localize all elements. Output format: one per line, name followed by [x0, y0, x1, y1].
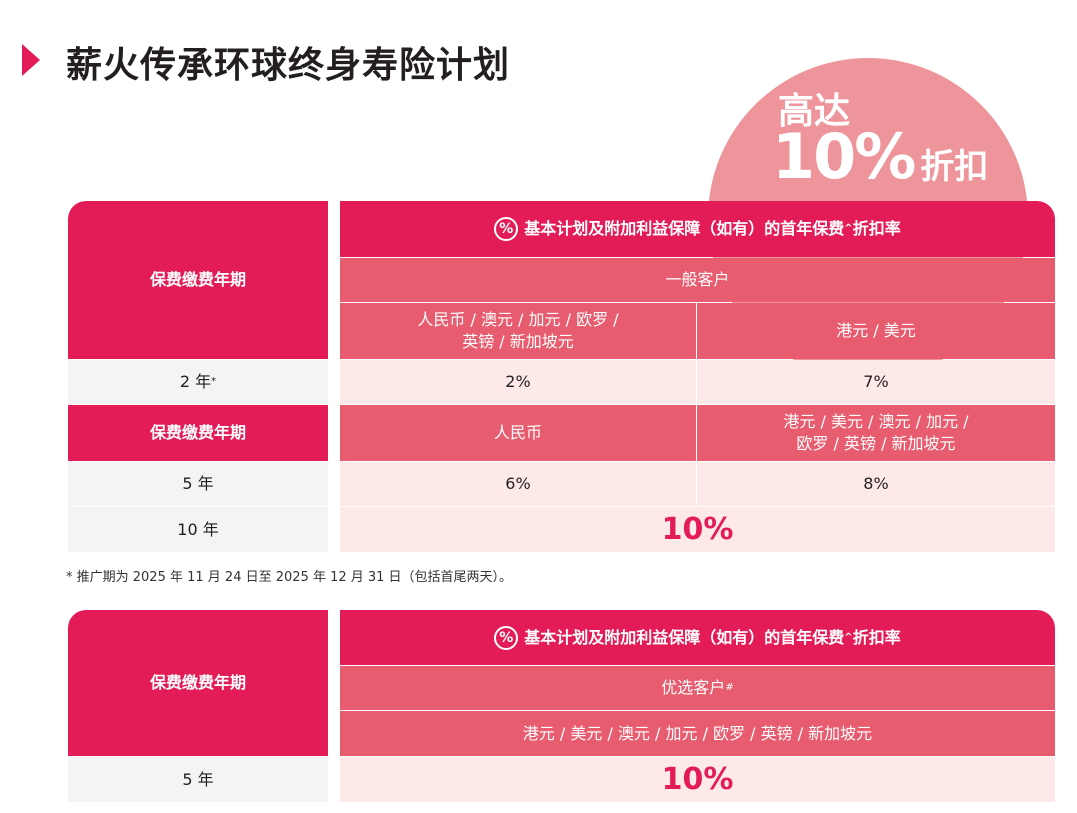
table1-main-header-suffix: 折扣率 [852, 219, 901, 238]
table2-rate-5y: 10% [340, 757, 1055, 802]
table2-customer-type-sup: # [725, 682, 734, 693]
table1-term-5y: 5 年 [68, 462, 328, 506]
table1-main-header-sup: ^ [844, 223, 853, 234]
table1-rate-2y-a: 2% [340, 360, 696, 404]
table1-rate-5y-a: 6% [340, 462, 696, 506]
table1-term-2y-sup: * [211, 376, 217, 387]
table2-rate-5y-value: 10% [661, 761, 734, 797]
percent-icon: % [494, 217, 519, 241]
table2-main-header-sup: ^ [844, 631, 853, 643]
table2-main-header-text: 基本计划及附加利益保障（如有）的首年保费 [524, 627, 845, 647]
table1-term-2y-label: 2 年 [179, 372, 212, 391]
table1-term-10y: 10 年 [68, 507, 328, 552]
table1-main-header: % 基本计划及附加利益保障（如有）的首年保费 ^ 折扣率 [340, 201, 1055, 257]
table2-main-header-suffix: 折扣率 [852, 627, 901, 647]
table1-rate-10y-value: 10% [661, 511, 734, 547]
badge-line2: 10% 折扣 [772, 120, 988, 193]
badge-line1: 高达 [778, 91, 851, 132]
table2-main-header: % 基本计划及附加利益保障（如有）的首年保费 ^ 折扣率 [340, 610, 1055, 665]
table2-customer-type-label: 优选客户 [661, 678, 726, 697]
table1-term-2y: 2 年 * [68, 360, 328, 404]
table2-left-header: 保费缴费年期 [68, 610, 328, 756]
table1-rate-10y: 10% [340, 507, 1055, 552]
table2-term-5y: 5 年 [68, 757, 328, 802]
table1-left-header: 保费缴费年期 [68, 201, 328, 359]
table1-main-header-text: 基本计划及附加利益保障（如有）的首年保费 [524, 219, 845, 238]
table1-rate-5y-b: 8% [697, 462, 1055, 506]
footnote: * 推广期为 2025 年 11 月 24 日至 2025 年 12 月 31 … [66, 570, 513, 585]
table1-currency-a: 人民币 / 澳元 / 加元 / 欧罗 / 英镑 / 新加坡元 [340, 303, 696, 359]
table1-currency-c: 人民币 [340, 405, 696, 461]
title-arrow-icon [22, 44, 40, 76]
percent-icon: % [494, 625, 519, 650]
page-title: 薪火传承环球终身寿险计划 [66, 45, 511, 86]
badge-rate: 10% [772, 120, 916, 193]
badge-suffix: 折扣 [920, 147, 989, 187]
table1-rate-2y-b: 7% [697, 360, 1055, 404]
table1-customer-type: 一般客户 [340, 258, 1055, 302]
table2-currency: 港元 / 美元 / 澳元 / 加元 / 欧罗 / 英镑 / 新加坡元 [340, 711, 1055, 756]
table1-mid-left-header: 保费缴费年期 [68, 405, 328, 461]
table1-currency-b: 港元 / 美元 [697, 303, 1055, 359]
table2-customer-type: 优选客户 # [340, 666, 1055, 710]
table1-currency-d: 港元 / 美元 / 澳元 / 加元 / 欧罗 / 英镑 / 新加坡元 [697, 405, 1055, 461]
